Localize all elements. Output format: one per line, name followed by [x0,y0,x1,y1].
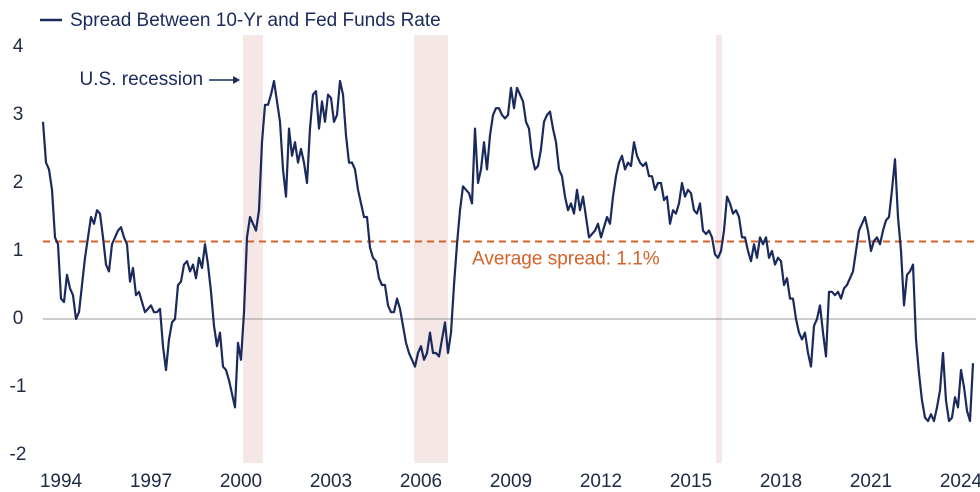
recession-band [414,35,448,463]
y-tick-label: 3 [13,104,24,125]
x-tick-label: 2021 [850,471,892,492]
legend-label: Spread Between 10-Yr and Fed Funds Rate [70,10,441,31]
y-tick-label: 4 [13,36,24,57]
series-line [41,79,975,423]
x-tick-label: 2018 [760,471,802,492]
annotation-arrowhead [233,76,241,84]
recession-bands: U.S. recession [80,35,722,463]
x-tick-label: 2006 [400,471,442,492]
recession-band [715,35,722,463]
x-tick-label: 2012 [580,471,622,492]
y-tick-label: 2 [13,172,24,193]
legend: Spread Between 10-Yr and Fed Funds Rate [40,10,441,31]
x-tick-label: 2015 [670,471,712,492]
axes: -2 -1 0 1 2 3 4 1994 1997 2000 2003 2006 2009 2012 201… [10,36,980,492]
x-tick-label: 2000 [220,471,262,492]
average-label: Average spread: 1.1% [472,248,660,269]
y-tick-label: -2 [10,444,27,465]
y-tick-label: 1 [13,240,24,261]
y-tick-label: -1 [10,376,27,397]
y-tick-label: 0 [13,308,24,329]
x-tick-label: 2024 [940,471,980,492]
x-tick-label: 2003 [310,471,352,492]
recession-annotation: U.S. recession [80,69,204,90]
recession-band [243,35,263,463]
x-tick-label: 2009 [490,471,532,492]
x-tick-label: 1997 [130,471,172,492]
x-tick-label: 1994 [40,471,83,492]
plot: Average spread: 1.1% [41,79,976,423]
